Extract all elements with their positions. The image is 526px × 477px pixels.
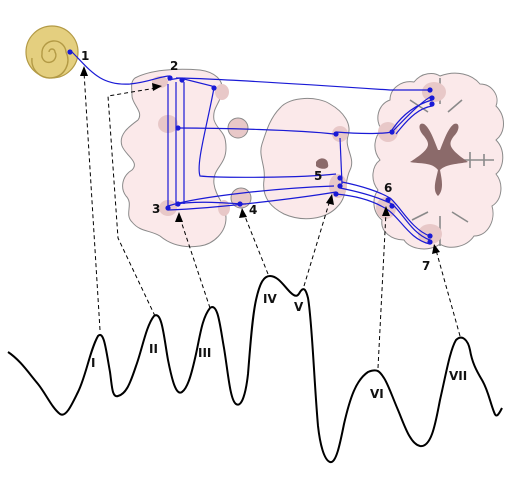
- synapse-dot: [67, 49, 73, 55]
- dashed-line-4: [243, 213, 269, 275]
- correlation-lines: [83, 71, 461, 369]
- fiber-cortex-upper-2: [391, 99, 433, 131]
- synapse-dot: [179, 77, 185, 83]
- arrowhead: [80, 66, 88, 76]
- auditory-nerve-fiber: [71, 51, 171, 85]
- wave-labels: I II III IV V VI VII: [91, 292, 467, 401]
- medulla-outline: [120, 68, 227, 248]
- cochlea: [25, 25, 79, 79]
- synapse-dot: [333, 191, 339, 197]
- structure-labels: 1 2 3 4 5 6 7: [81, 49, 430, 273]
- structure-label-6: 6: [384, 181, 392, 195]
- synapse-dot: [429, 95, 435, 101]
- cochlear-nucleus-dorsal: [215, 84, 229, 100]
- synapse-dot: [385, 197, 391, 203]
- synapse-dots: [67, 49, 435, 245]
- synapse-dot: [429, 101, 435, 107]
- synapse-dot: [337, 175, 343, 181]
- structure-label-7: 7: [422, 259, 430, 273]
- synapse-dot: [427, 233, 433, 239]
- arrowhead: [382, 206, 390, 216]
- arrowhead: [175, 212, 183, 222]
- fiber-dorsal-crossing: [198, 87, 337, 178]
- dashed-line-7: [435, 249, 461, 337]
- fiber-olive-lemniscus-1: [167, 185, 335, 207]
- arrowheads: [80, 66, 440, 254]
- brain-coronal-section: [372, 72, 504, 250]
- synapse-dot: [389, 129, 395, 135]
- fiber-trapezoid-upper: [177, 127, 335, 135]
- arrowhead: [432, 244, 440, 254]
- cerebral-aqueduct: [316, 158, 329, 169]
- wave-label-VI: VI: [370, 387, 384, 401]
- lemniscal-nucleus-upper: [227, 117, 249, 139]
- medial-geniculate-body: [378, 122, 398, 142]
- structure-label-5: 5: [314, 169, 322, 183]
- wave-label-II: II: [149, 342, 158, 356]
- wave-label-V: V: [294, 300, 304, 314]
- olivary-nucleus-right: [218, 200, 230, 216]
- wave-label-I: I: [91, 356, 95, 370]
- structure-label-1: 1: [81, 49, 89, 63]
- synapse-dot: [211, 85, 217, 91]
- arrowhead: [152, 83, 162, 91]
- wave-label-IV: IV: [263, 292, 277, 306]
- fiber-thalamus-3: [335, 193, 431, 245]
- fiber-cortex-upper-3: [395, 105, 433, 135]
- wave-label-III: III: [198, 346, 211, 360]
- synapse-dot: [175, 201, 181, 207]
- fiber-long-ascending: [175, 77, 430, 91]
- synapse-dot: [389, 203, 395, 209]
- abr-waveform-trace: [7, 274, 503, 463]
- structure-label-2: 2: [170, 59, 178, 73]
- dashed-line-2: [107, 87, 157, 317]
- structure-label-3: 3: [152, 202, 160, 216]
- synapse-dot: [427, 239, 433, 245]
- arrowhead: [326, 194, 334, 205]
- structure-label-4: 4: [249, 203, 257, 217]
- dashed-line-5: [303, 199, 331, 287]
- inferior-colliculus-upper: [332, 126, 348, 142]
- cochlea-whorl: [31, 40, 69, 79]
- arrowhead: [239, 208, 247, 218]
- synapse-dot: [175, 125, 181, 131]
- synapse-dot: [167, 75, 173, 81]
- synapse-dot: [165, 205, 171, 211]
- fiber-olive-lemniscus-3: [167, 191, 337, 211]
- dashed-line-3: [179, 217, 211, 309]
- synapse-dot: [237, 201, 243, 207]
- fiber-thalamus-1: [341, 181, 431, 237]
- wave-label-VII: VII: [449, 369, 467, 383]
- synapse-dot: [333, 131, 339, 137]
- lateral-ventricles: [410, 123, 468, 196]
- auditory-cortex-upper: [422, 82, 446, 102]
- synapse-dot: [427, 87, 433, 93]
- dashed-line-1: [83, 71, 101, 331]
- dashed-line-6: [377, 211, 387, 369]
- synapse-dot: [337, 183, 343, 189]
